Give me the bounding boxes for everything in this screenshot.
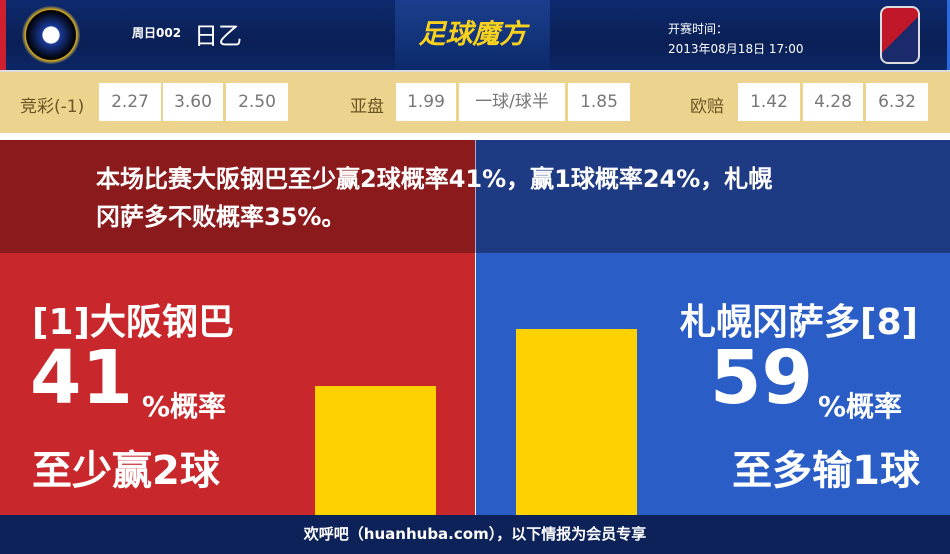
ah-odds-away: 1.85: [568, 83, 630, 121]
kickoff-label: 开赛时间：: [668, 22, 729, 36]
brand-logo: 足球魔方: [395, 0, 550, 70]
away-percent: 59: [710, 335, 813, 421]
home-percent: 41: [30, 335, 133, 421]
away-percent-label: %概率: [818, 390, 903, 423]
home-probability-bar: [315, 385, 436, 515]
kickoff-time: 2013年08月18日 17:00: [668, 42, 804, 56]
odds-bar: 竞彩(-1) 2.27 3.60 2.50 亚盘 1.99 一球/球半 1.85…: [0, 70, 950, 133]
away-probability-bar: [516, 329, 637, 515]
ah-handicap: 一球/球半: [459, 83, 565, 121]
eu-odds-draw: 4.28: [803, 83, 863, 121]
jc-label: 竞彩(-1): [20, 97, 85, 117]
away-team-name: 札幌冈萨多[8]: [680, 302, 918, 343]
eu-odds-lose: 6.32: [866, 83, 928, 121]
home-team-name: [1]大阪钢巴: [32, 302, 234, 343]
ah-odds-home: 1.99: [396, 83, 456, 121]
home-percent-label: %概率: [142, 390, 227, 423]
match-round: 周日002: [132, 26, 182, 40]
home-team-logo: [22, 6, 80, 64]
away-description: 至多输1球: [732, 448, 920, 494]
footer-notice: 欢呼吧（huanhuba.com），以下情报为会员专享: [0, 515, 950, 554]
divider: [475, 140, 476, 253]
jc-odds-win: 2.27: [99, 83, 161, 121]
home-description: 至少赢2球: [32, 448, 220, 494]
summary-text: 本场比赛大阪钢巴至少赢2球概率41%，赢1球概率24%，札幌冈萨多不败概率35%…: [96, 165, 773, 231]
away-team-logo: [880, 6, 920, 64]
jc-odds-lose: 2.50: [226, 83, 288, 121]
jc-odds-draw: 3.60: [163, 83, 223, 121]
ah-label: 亚盘: [350, 97, 384, 117]
eu-label: 欧赔: [690, 97, 724, 117]
eu-odds-win: 1.42: [738, 83, 800, 121]
league-name: 日乙: [194, 22, 242, 50]
